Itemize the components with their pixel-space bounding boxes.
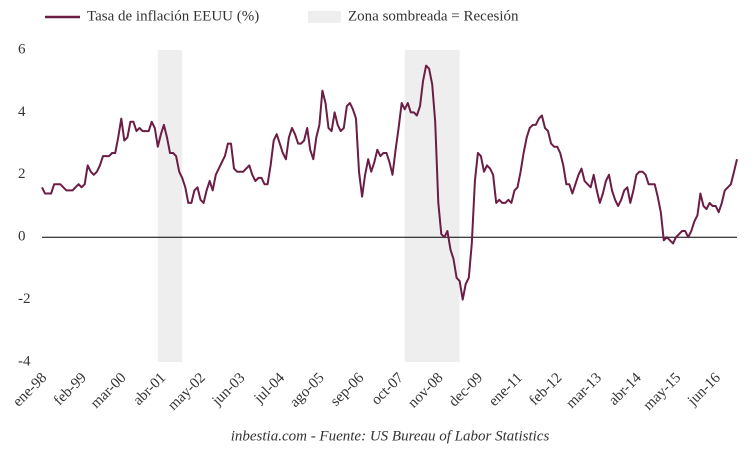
y-tick-label: -4 xyxy=(18,353,31,369)
x-tick-label: abr-01 xyxy=(130,370,169,409)
legend-label: Zona sombreada = Recesión xyxy=(348,8,519,24)
y-tick-label: 2 xyxy=(18,166,26,182)
x-tick-label: abr-14 xyxy=(606,370,645,409)
legend-label: Tasa de inflación EEUU (%) xyxy=(87,8,259,24)
x-tick-label: oct-07 xyxy=(368,370,407,409)
x-tick-label: nov-08 xyxy=(405,370,446,411)
x-tick-label: feb-12 xyxy=(526,370,565,409)
recession-shade xyxy=(157,50,183,362)
x-tick-label: feb-99 xyxy=(51,370,90,409)
x-tick-label: may-02 xyxy=(165,370,209,414)
x-tick-label: jun-03 xyxy=(209,370,249,410)
x-tick-label: ene-98 xyxy=(10,370,50,410)
x-tick-label: ago-05 xyxy=(287,370,328,411)
y-tick-label: 6 xyxy=(18,41,26,57)
inflation-line xyxy=(41,64,738,301)
x-tick-label: ene-11 xyxy=(486,370,526,410)
x-tick-label: mar-00 xyxy=(88,370,130,412)
y-tick-label: 4 xyxy=(18,104,26,120)
legend-shade-swatch xyxy=(308,11,341,23)
y-tick-label: 0 xyxy=(18,229,26,245)
x-tick-label: sep-06 xyxy=(328,370,368,410)
x-tick-label: may-15 xyxy=(641,370,685,414)
recession-shade xyxy=(404,50,460,362)
x-tick-label: mar-13 xyxy=(563,370,605,412)
source-note: inbestia.com - Fuente: US Bureau of Labo… xyxy=(231,428,550,444)
x-tick-label: jul-04 xyxy=(251,370,289,408)
y-tick-label: -2 xyxy=(18,291,31,307)
x-tick-label: jun-16 xyxy=(684,370,724,410)
x-tick-label: dec-09 xyxy=(446,370,486,410)
